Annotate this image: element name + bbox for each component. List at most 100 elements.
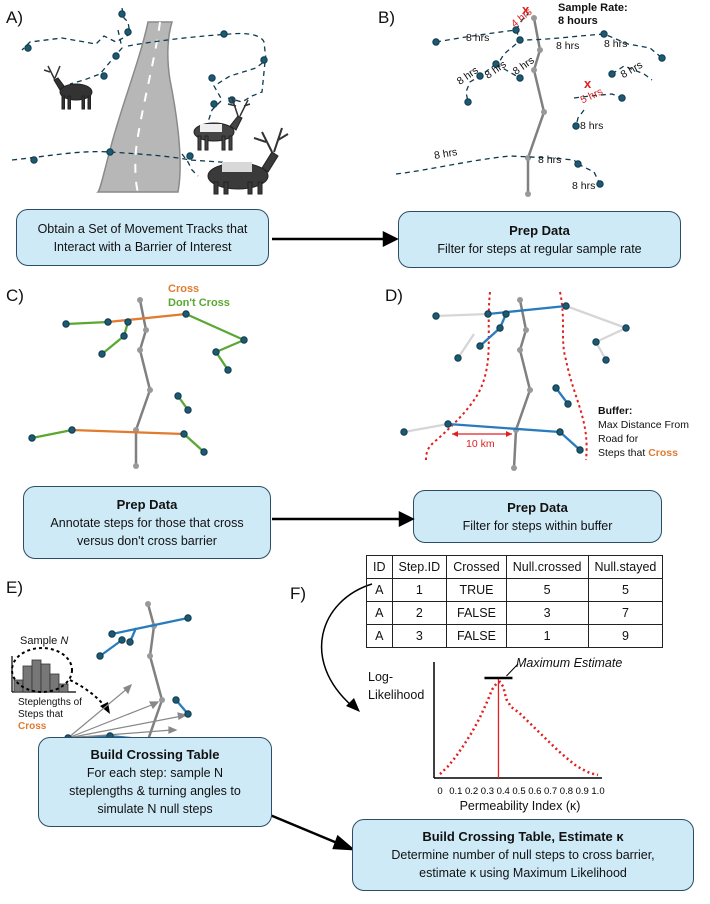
ylabel-line: Likelihood — [368, 688, 425, 702]
box-line: Interact with a Barrier of Interest — [53, 239, 232, 254]
ylabel-line: Log- — [368, 670, 394, 684]
road-centerline — [134, 21, 161, 193]
table-header: ID — [366, 555, 393, 579]
table-cell: 2 — [391, 601, 448, 625]
table-cell: 1 — [391, 578, 448, 602]
step-box-estimate-kappa: Build Crossing Table, Estimate κ Determi… — [352, 819, 694, 891]
buffer-title: Buffer: — [598, 405, 633, 417]
x-tick-label: 0.2 — [465, 786, 478, 797]
table-cell: FALSE — [446, 601, 507, 625]
table-cell: 3 — [391, 624, 448, 648]
legend-cross: Cross — [168, 283, 200, 295]
box-title: Prep Data — [507, 499, 568, 515]
table-row: A 3 FALSE 1 9 — [366, 624, 664, 648]
x-tick-label: 0.3 — [481, 786, 494, 797]
box-title: Build Crossing Table — [90, 747, 220, 762]
steplength-histogram — [11, 647, 110, 714]
x-tick-label: 0.9 — [576, 786, 589, 797]
panel-f-label: F) — [290, 584, 307, 603]
x-tick-label: 0.8 — [560, 786, 573, 797]
box-title: Prep Data — [116, 496, 178, 512]
table-cell: 5 — [587, 578, 664, 602]
table-row: A 1 TRUE 5 5 — [366, 578, 664, 602]
step-label-8hrs: 8 hrs — [580, 120, 604, 132]
chart-xlabel: Permeability Index (κ) — [459, 799, 581, 813]
crossing-table: ID Step.ID Crossed Null.crossed Null.sta… — [366, 555, 664, 648]
x-tick-label: 0.7 — [544, 786, 557, 797]
step-box-build-table: Build Crossing Table For each step: samp… — [38, 737, 272, 827]
box-line: Filter for steps at regular sample rate — [437, 241, 642, 256]
sample-n: N — [60, 635, 69, 647]
likelihood-curve — [439, 680, 599, 777]
table-cell: 7 — [587, 601, 664, 625]
legend-dont-cross: Don't Cross — [168, 297, 230, 309]
max-estimate-label: Maximum Estimate — [516, 656, 623, 670]
table-header: Crossed — [446, 555, 507, 579]
box-line: Determine number of null steps to cross … — [391, 848, 655, 862]
box-line: estimate κ using Maximum Likelihood — [419, 866, 627, 880]
step-box-filter-buffer: Prep Data Filter for steps within buffer — [413, 490, 662, 543]
panel-d-label: D) — [385, 286, 403, 305]
box-title: Build Crossing Table, Estimate κ — [422, 829, 624, 844]
table-header: Step.ID — [391, 555, 448, 579]
steplengths-label: Steplengths of Steps that Cross — [18, 697, 82, 733]
box-line: steplengths & turning angles to — [69, 784, 241, 798]
table-cell: 5 — [505, 578, 589, 602]
x-tick-label: 0.6 — [528, 786, 541, 797]
table-cell: TRUE — [446, 578, 507, 602]
box-line: Filter for steps within buffer — [462, 518, 613, 533]
reject-x-icon: x — [522, 2, 530, 17]
x-tick-label: 0.1 — [449, 786, 462, 797]
sample-rate-label: Sample Rate: 8 hours — [558, 2, 628, 28]
x-tick-label: 1.0 — [591, 786, 604, 797]
step-box-annotate: Prep Data Annotate steps for those that … — [23, 486, 271, 559]
buffer-line: Road for — [598, 433, 639, 445]
caribou-small-icon — [43, 65, 93, 110]
steplengths-cross: Cross — [18, 721, 47, 732]
sample-rate-title: Sample Rate: — [558, 2, 628, 14]
x-tick-label: 0.4 — [497, 786, 510, 797]
step-label-8hrs: 8 hrs — [556, 40, 580, 52]
box-line: simulate N null steps — [97, 802, 213, 816]
buffer-line: Max Distance From — [598, 419, 690, 431]
panel-e-label: E) — [6, 578, 23, 597]
box-line: For each step: sample N — [86, 766, 224, 780]
table-row: A 2 FALSE 3 7 — [366, 601, 664, 625]
table-cell: A — [366, 624, 393, 648]
max-estimate-pointer — [506, 663, 519, 677]
step-label-8hrs: 8 hrs — [538, 154, 562, 166]
step-label-8hrs: 8 hrs — [572, 180, 596, 192]
x-tick-label: 0 — [437, 786, 442, 797]
chart-ylabel: Log- Likelihood — [368, 668, 424, 704]
reject-x-icon: x — [584, 76, 592, 91]
buffer-note: Buffer: Max Distance From Road for Steps… — [598, 404, 689, 460]
box-line: versus don't cross barrier — [77, 533, 217, 548]
steplengths-line: Steps that — [18, 709, 64, 720]
steplengths-line: Steplengths of — [18, 697, 82, 708]
step-box-obtain-tracks: Obtain a Set of Movement Tracks that Int… — [16, 209, 269, 266]
sample-label: Sample — [20, 635, 58, 647]
step-box-prep-filter-rate: Prep Data Filter for steps at regular sa… — [398, 211, 681, 268]
panel-b-label: B) — [378, 8, 395, 27]
table-cell: 9 — [587, 624, 664, 648]
buffer-line: Steps that — [598, 447, 646, 459]
panel-a-label: A) — [6, 8, 23, 27]
x-tick-label: 0.5 — [512, 786, 525, 797]
caribou-medium-icon — [193, 97, 251, 151]
buffer-cross-word: Cross — [648, 447, 678, 459]
sample-n-label: Sample N — [20, 635, 68, 647]
step-label-8hrs: 8 hrs — [604, 38, 628, 50]
step-label-8hrs: 8 hrs — [466, 32, 490, 44]
box-line: Annotate steps for those that cross — [50, 515, 244, 530]
box-line: Obtain a Set of Movement Tracks that — [37, 221, 248, 236]
panel-c-label: C) — [6, 286, 24, 305]
box-title: Prep Data — [509, 222, 570, 238]
caribou-large-icon — [207, 127, 289, 195]
table-cell: FALSE — [446, 624, 507, 648]
